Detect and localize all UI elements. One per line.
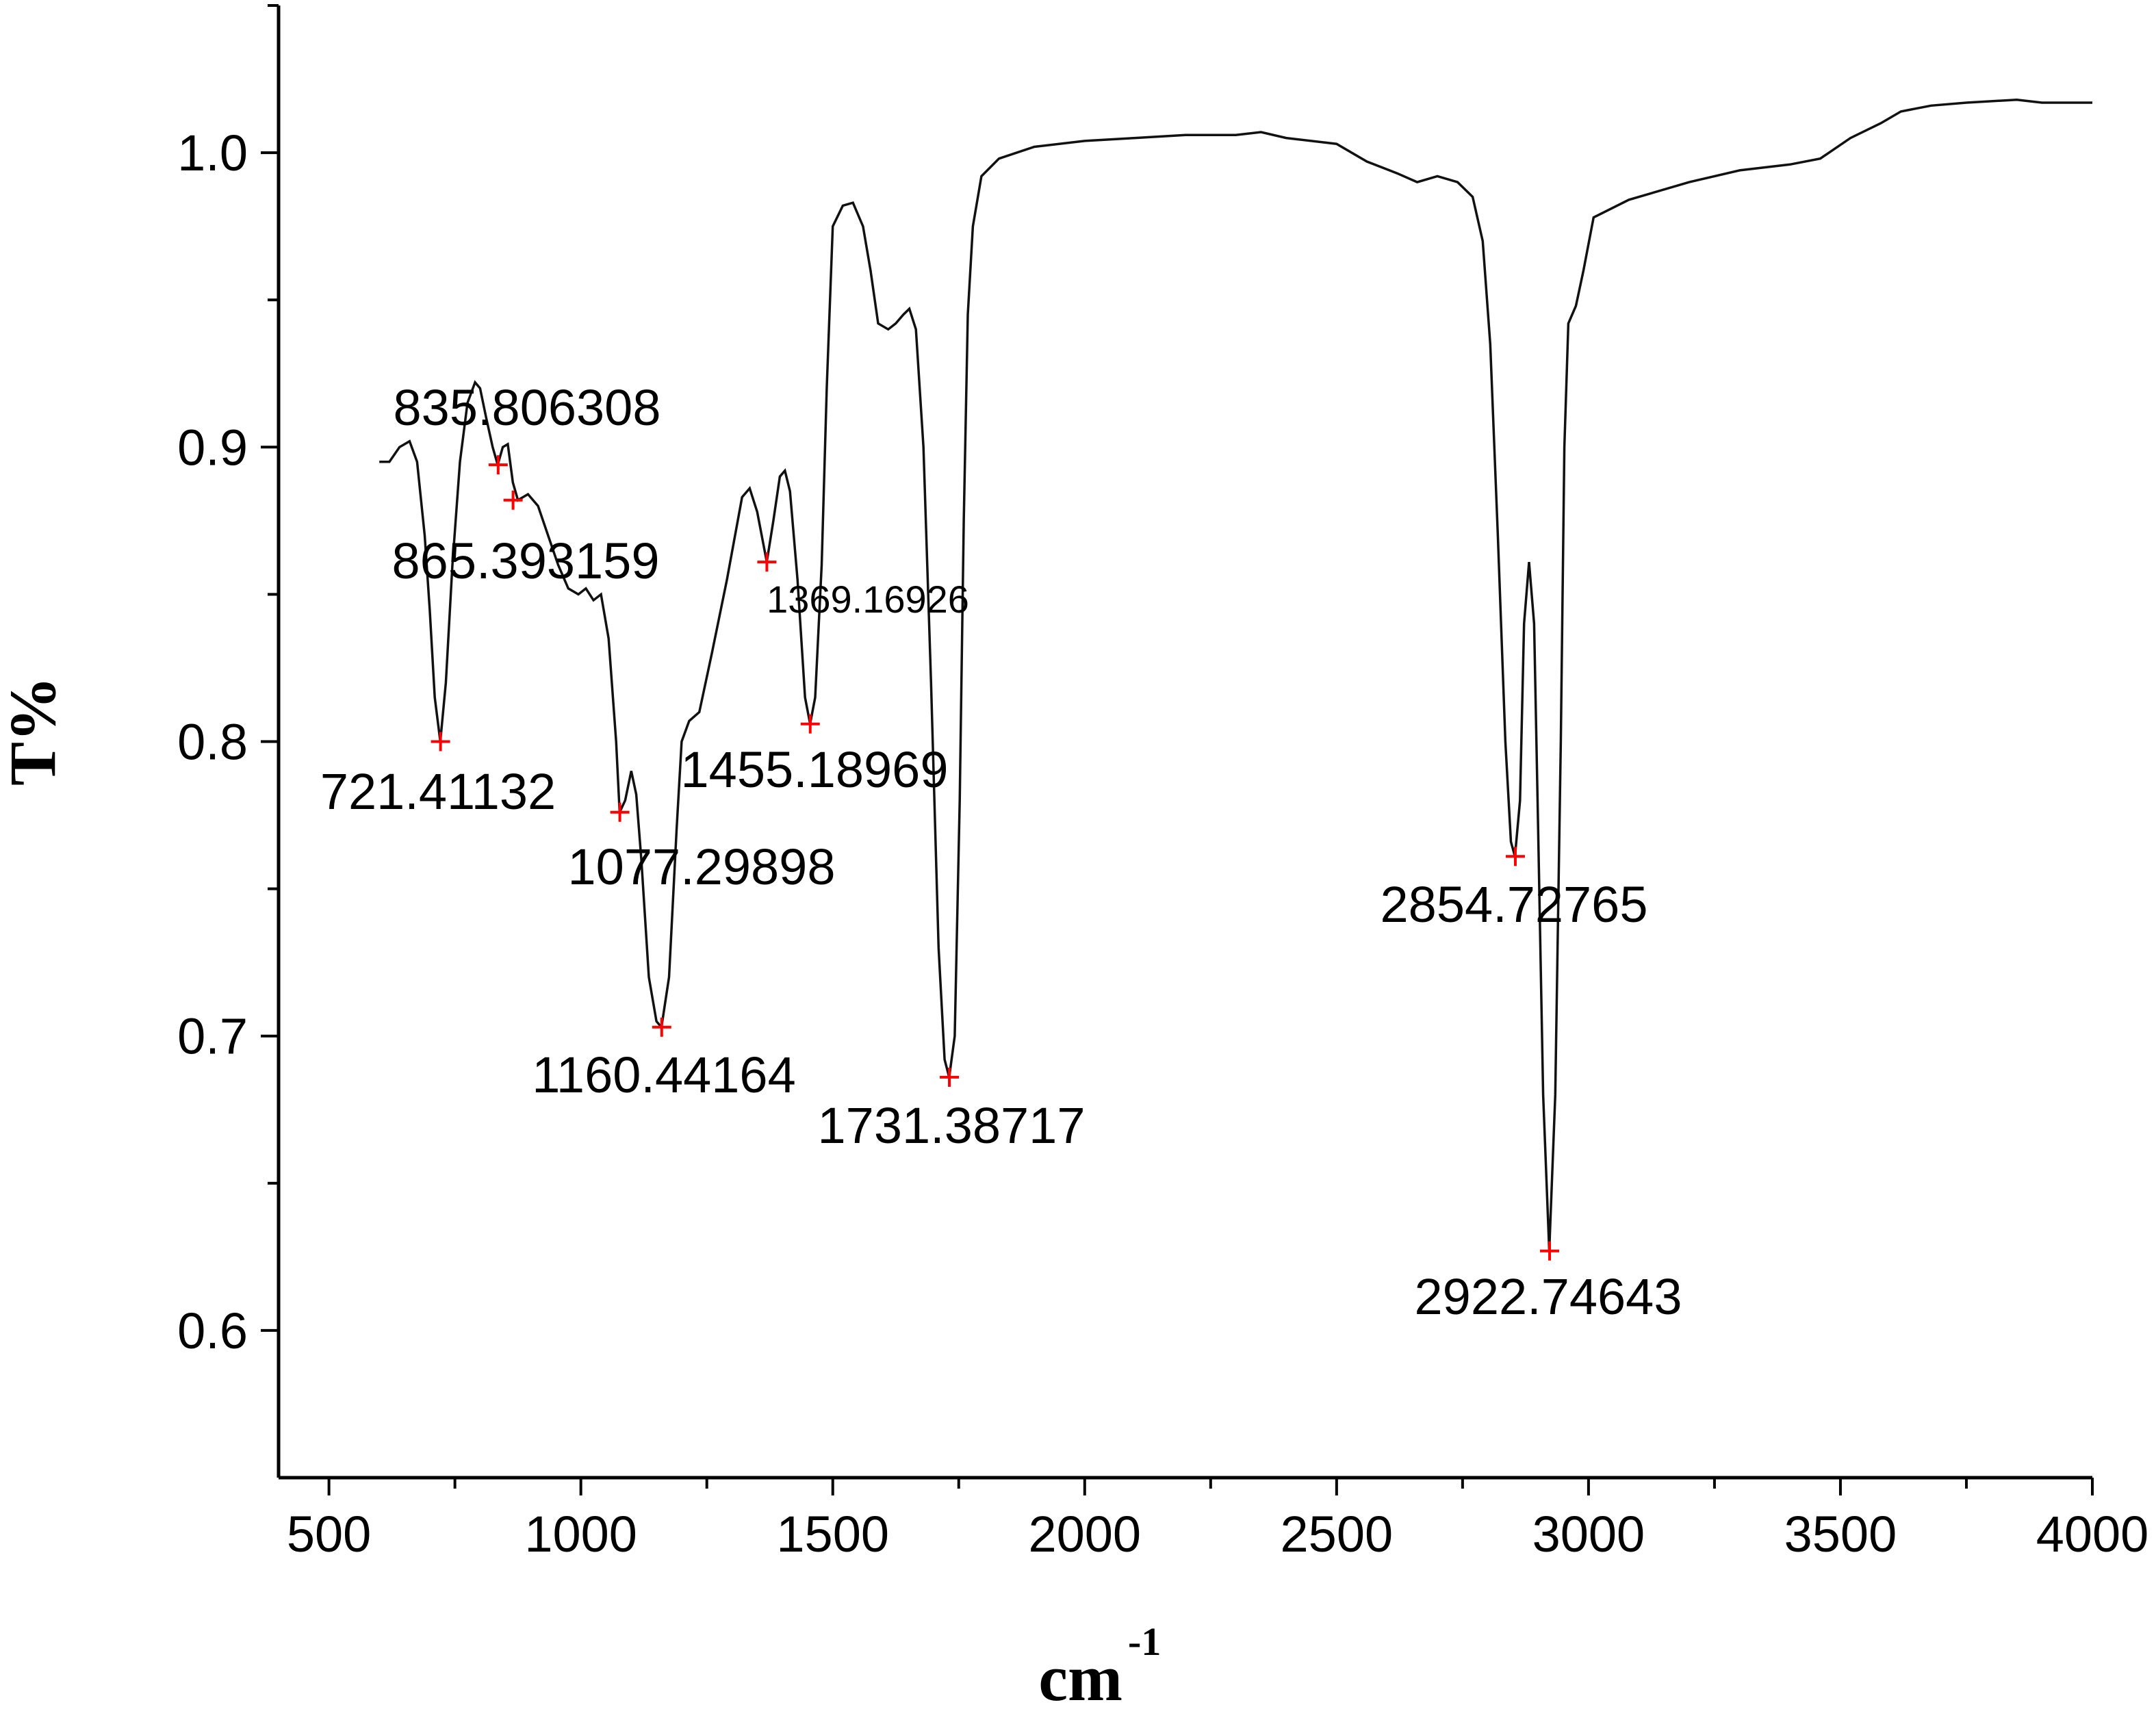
- peak-marker: [652, 1017, 671, 1037]
- x-axis-ticks: 500 1000 1500 2000 2500 3000 3500 4000: [287, 1478, 2148, 1563]
- y-tick-label: 1.0: [177, 125, 248, 181]
- peak-marker: [610, 802, 630, 822]
- peak-label: 1369.16926: [767, 578, 969, 621]
- y-axis-title: T%: [0, 676, 69, 786]
- peak-labels: 721.41132 835.806308 865.393159 1077.29898 1…: [320, 379, 1682, 1325]
- spectrum-line: [379, 98, 2092, 1251]
- x-tick-label: 2500: [1281, 1506, 1394, 1563]
- peak-label: 1077.29898: [568, 838, 836, 895]
- peak-label: 2854.72765: [1381, 876, 1648, 933]
- peak-marker: [757, 552, 777, 572]
- x-tick-label: 1000: [524, 1506, 637, 1563]
- peak-label: 1160.44164: [532, 1046, 795, 1103]
- x-tick-label: 1500: [776, 1506, 889, 1563]
- y-tick-label: 0.7: [177, 1008, 248, 1065]
- peak-label: 835.806308: [394, 379, 661, 436]
- x-tick-label: 500: [287, 1506, 371, 1563]
- peak-marker: [431, 732, 450, 751]
- peak-marker: [488, 455, 508, 475]
- y-tick-label: 0.6: [177, 1302, 248, 1359]
- x-tick-label: 3000: [1532, 1506, 1645, 1563]
- y-axis-ticks: 0.6 0.7 0.8 0.9 1.0: [177, 4, 279, 1359]
- peak-marker: [940, 1067, 960, 1087]
- y-tick-label: 0.8: [177, 714, 248, 771]
- peak-label: 865.393159: [392, 532, 660, 589]
- peak-label: 2922.74643: [1415, 1268, 1682, 1325]
- x-axis-title-superscript: -1: [1128, 1619, 1161, 1664]
- x-axis-title: cm: [1038, 1641, 1122, 1709]
- peak-marker: [1505, 847, 1525, 866]
- peak-markers: [431, 455, 1560, 1261]
- x-tick-label: 2000: [1028, 1506, 1141, 1563]
- peak-marker: [800, 714, 820, 734]
- x-tick-label: 3500: [1784, 1506, 1897, 1563]
- peak-label: 1455.18969: [681, 741, 949, 798]
- y-tick-label: 0.9: [177, 419, 248, 476]
- x-tick-label: 4000: [2036, 1506, 2149, 1563]
- peak-marker: [503, 490, 523, 510]
- peak-label: 1731.38717: [818, 1097, 1086, 1154]
- peak-label: 721.41132: [320, 763, 556, 820]
- peak-marker: [1540, 1241, 1560, 1261]
